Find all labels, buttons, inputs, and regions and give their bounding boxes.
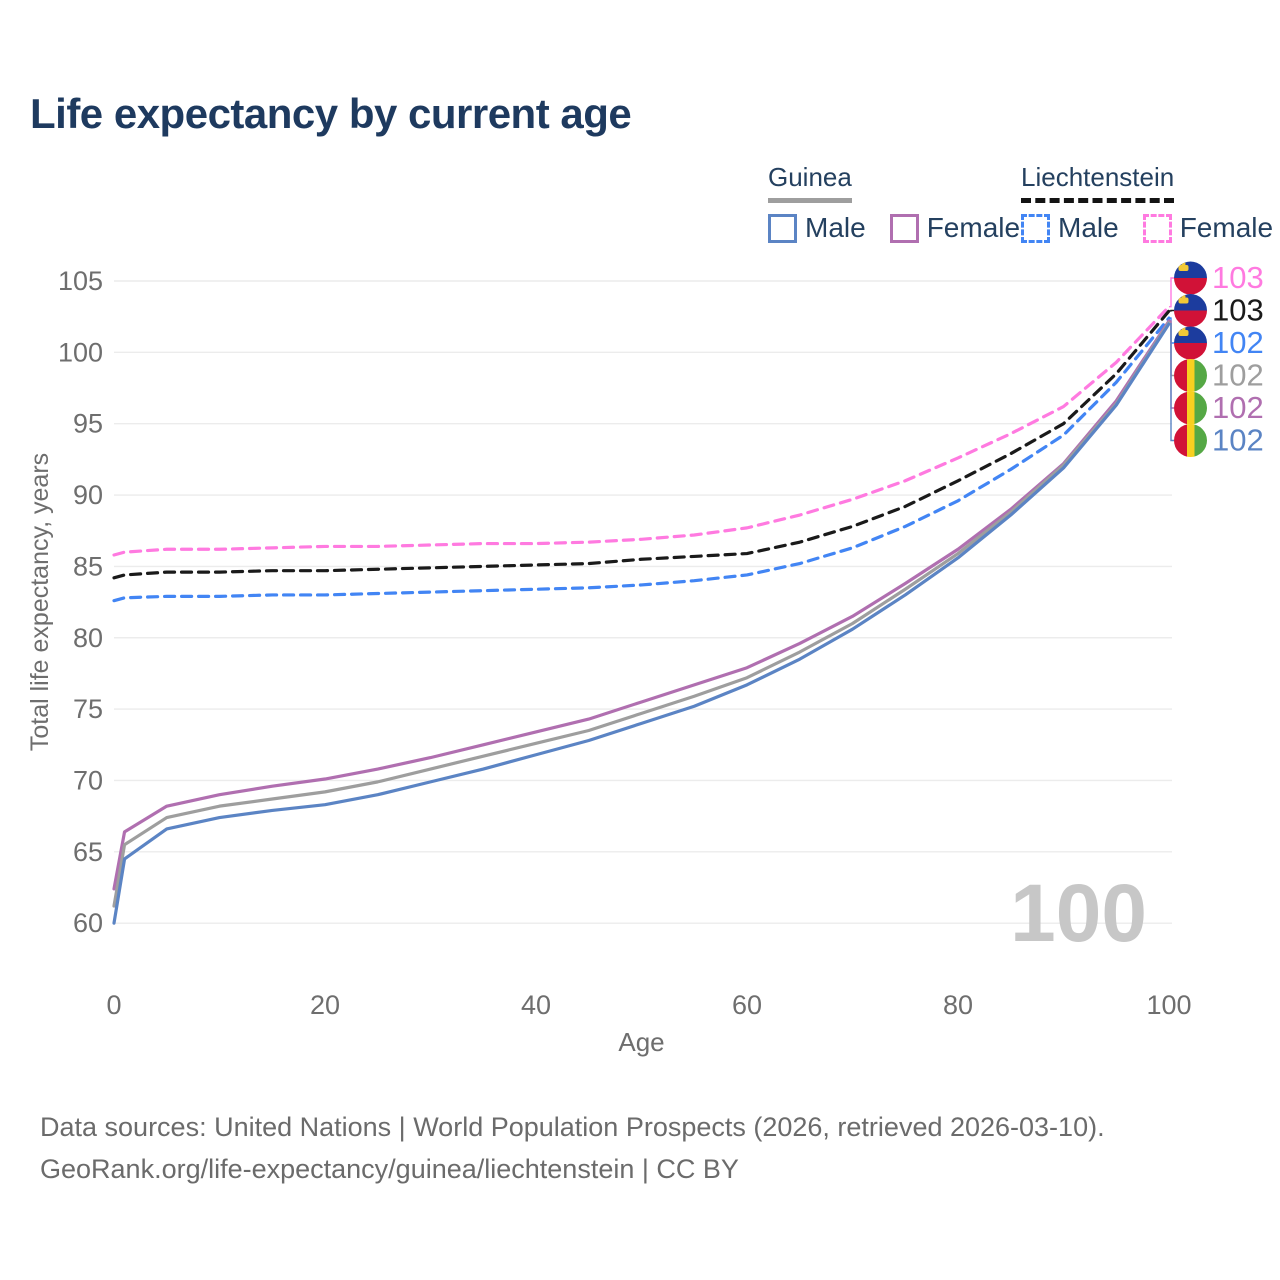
y-tick-label: 95 xyxy=(73,409,103,439)
x-axis-title: Age xyxy=(618,1027,664,1057)
chart-footer: Data sources: United Nations | World Pop… xyxy=(40,1106,1105,1191)
legend-items-liechtenstein: Male Female xyxy=(1021,212,1273,244)
y-axis-title: Total life expectancy, years xyxy=(26,453,54,751)
y-tick-label: 80 xyxy=(73,623,103,653)
legend-item-label: Female xyxy=(1179,212,1274,243)
legend-item-guinea-female[interactable]: Female xyxy=(889,212,1021,244)
guinea-female-swatch-icon xyxy=(889,213,919,243)
liechtenstein-flag-icon xyxy=(1174,294,1207,327)
y-tick-label: 85 xyxy=(73,551,103,581)
current-age-watermark: 100 xyxy=(1010,868,1147,959)
label-callout-line xyxy=(1169,323,1174,442)
legend-item-liechtenstein-male[interactable]: Male xyxy=(1021,212,1119,244)
y-tick-label: 100 xyxy=(58,337,103,367)
liechtenstein-flag-icon xyxy=(1174,326,1207,360)
x-tick-label: 100 xyxy=(1146,990,1191,1020)
liechtenstein-male-swatch-icon xyxy=(1021,213,1050,243)
series-line-liechtenstein-both-sexes xyxy=(112,309,1171,580)
end-value-label: 102 xyxy=(1212,358,1264,393)
end-value-label: 103 xyxy=(1212,293,1264,328)
end-value-label: 102 xyxy=(1212,325,1264,360)
end-value-label: 102 xyxy=(1212,390,1264,425)
legend-items-guinea: Male Female xyxy=(768,212,1020,244)
legend-item-label: Male xyxy=(805,212,866,243)
end-value-label: 103 xyxy=(1212,260,1264,295)
series-line-liechtenstein-male xyxy=(112,316,1171,603)
y-tick-label: 105 xyxy=(58,266,103,296)
series-line-guinea-female xyxy=(112,319,1171,891)
guinea-flag-icon xyxy=(1174,359,1207,392)
y-tick-label: 70 xyxy=(73,765,103,795)
y-tick-label: 90 xyxy=(73,480,103,510)
y-tick-label: 65 xyxy=(73,837,103,867)
guinea-flag-icon xyxy=(1174,391,1207,425)
legend-header-liechtenstein[interactable]: Liechtenstein xyxy=(1021,162,1175,203)
series-line-guinea-male xyxy=(112,322,1171,925)
x-tick-label: 80 xyxy=(943,990,973,1020)
y-tick-label: 60 xyxy=(73,908,103,938)
x-tick-label: 0 xyxy=(106,990,121,1020)
liechtenstein-flag-icon xyxy=(1174,261,1207,295)
legend-item-liechtenstein-female[interactable]: Female xyxy=(1142,212,1274,244)
guinea-male-swatch-icon xyxy=(768,213,797,243)
series-line-guinea-both-sexes xyxy=(112,320,1171,908)
legend-item-guinea-male[interactable]: Male xyxy=(768,212,866,244)
x-tick-label: 40 xyxy=(521,990,551,1020)
y-tick-label: 75 xyxy=(73,694,103,724)
guinea-flag-icon xyxy=(1174,424,1207,457)
source-url-text[interactable]: GeoRank.org/life-expectancy/guinea/liech… xyxy=(40,1154,739,1185)
liechtenstein-female-swatch-icon xyxy=(1142,213,1172,243)
data-sources-text: Data sources: United Nations | World Pop… xyxy=(40,1112,1105,1142)
legend-header-guinea[interactable]: Guinea xyxy=(768,162,852,203)
legend-group-guinea: Guinea Male Female xyxy=(768,162,1020,244)
x-tick-label: 60 xyxy=(732,990,762,1020)
x-tick-label: 20 xyxy=(310,990,340,1020)
legend-item-label: Female xyxy=(926,212,1021,243)
page-title: Life expectancy by current age xyxy=(30,90,632,137)
label-callout-line xyxy=(1169,277,1174,308)
end-value-label: 102 xyxy=(1212,423,1264,458)
legend-item-label: Male xyxy=(1058,212,1119,243)
series-line-liechtenstein-female xyxy=(112,305,1171,557)
legend-group-liechtenstein: Liechtenstein Male Female xyxy=(1021,162,1273,244)
